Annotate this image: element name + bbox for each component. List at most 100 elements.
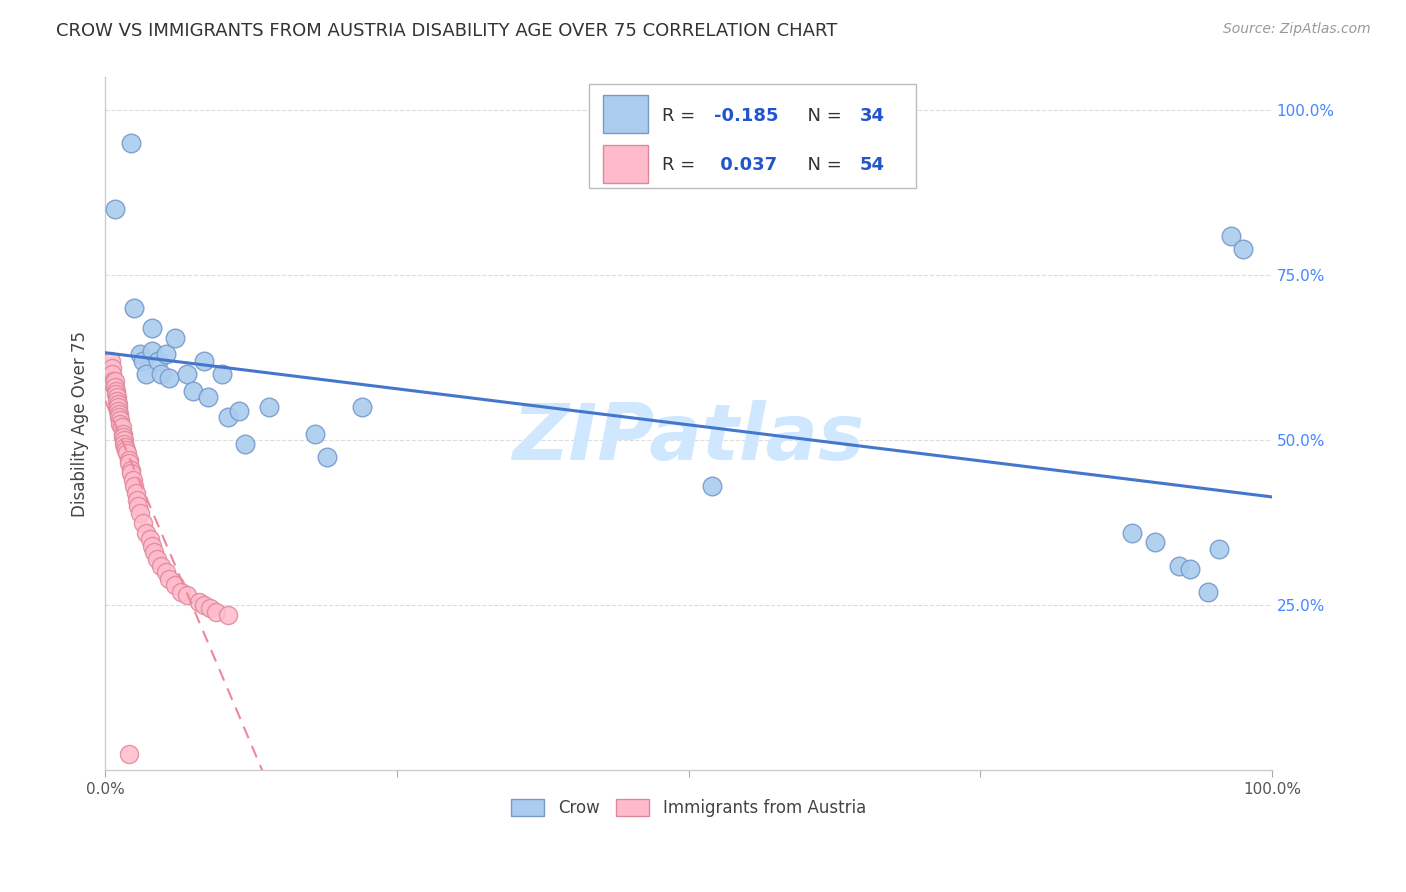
- Point: [1197, 585, 1219, 599]
- Point: [108, 410, 131, 425]
- Point: [217, 410, 239, 425]
- Point: [105, 390, 128, 404]
- Point: [257, 401, 280, 415]
- Point: [131, 354, 153, 368]
- Point: [135, 525, 157, 540]
- Point: [141, 539, 163, 553]
- Point: [110, 413, 132, 427]
- Text: ZIPatlas: ZIPatlas: [512, 400, 865, 475]
- Point: [129, 506, 152, 520]
- Point: [217, 607, 239, 622]
- Point: [165, 578, 187, 592]
- Point: [124, 486, 146, 500]
- Point: [157, 572, 180, 586]
- Point: [124, 301, 146, 316]
- Point: [1180, 562, 1202, 576]
- Point: [170, 585, 193, 599]
- Point: [127, 499, 149, 513]
- Point: [138, 532, 160, 546]
- Point: [101, 368, 124, 382]
- Point: [150, 368, 173, 382]
- Point: [1232, 242, 1254, 256]
- Point: [1220, 228, 1243, 243]
- Point: [304, 426, 326, 441]
- Point: [103, 377, 125, 392]
- Point: [120, 463, 142, 477]
- Text: -0.185: -0.185: [714, 106, 779, 125]
- Point: [700, 479, 723, 493]
- Point: [141, 321, 163, 335]
- Point: [110, 420, 132, 434]
- Point: [122, 473, 145, 487]
- FancyBboxPatch shape: [589, 85, 917, 188]
- Y-axis label: Disability Age Over 75: Disability Age Over 75: [72, 331, 89, 516]
- Bar: [603, 145, 648, 183]
- Point: [112, 436, 135, 450]
- Point: [110, 417, 132, 431]
- Point: [117, 446, 139, 460]
- Legend: Crow, Immigrants from Austria: Crow, Immigrants from Austria: [505, 792, 873, 824]
- Point: [197, 390, 219, 404]
- Point: [103, 374, 125, 388]
- Point: [193, 598, 215, 612]
- Text: 34: 34: [860, 106, 884, 125]
- Point: [103, 202, 125, 217]
- Point: [350, 401, 373, 415]
- Point: [117, 747, 139, 761]
- Point: [315, 450, 337, 464]
- Point: [1121, 525, 1143, 540]
- Point: [105, 393, 128, 408]
- Text: N =: N =: [796, 106, 848, 125]
- Point: [211, 368, 233, 382]
- Point: [120, 136, 142, 151]
- Point: [176, 588, 198, 602]
- Point: [108, 407, 131, 421]
- Point: [111, 430, 134, 444]
- Point: [131, 516, 153, 530]
- Text: Source: ZipAtlas.com: Source: ZipAtlas.com: [1223, 22, 1371, 37]
- Point: [124, 479, 146, 493]
- Point: [100, 354, 122, 368]
- Point: [120, 466, 142, 480]
- Point: [103, 374, 125, 388]
- Point: [129, 347, 152, 361]
- Point: [1144, 535, 1167, 549]
- Point: [150, 558, 173, 573]
- Point: [193, 354, 215, 368]
- Text: R =: R =: [662, 106, 700, 125]
- Text: R =: R =: [662, 156, 700, 175]
- Text: CROW VS IMMIGRANTS FROM AUSTRIA DISABILITY AGE OVER 75 CORRELATION CHART: CROW VS IMMIGRANTS FROM AUSTRIA DISABILI…: [56, 22, 838, 40]
- Point: [143, 545, 166, 559]
- Point: [117, 456, 139, 470]
- Bar: [603, 95, 648, 133]
- Point: [107, 397, 129, 411]
- Point: [205, 605, 228, 619]
- Point: [155, 565, 177, 579]
- Point: [1167, 558, 1189, 573]
- Point: [165, 331, 187, 345]
- Point: [112, 434, 135, 448]
- Point: [155, 347, 177, 361]
- Point: [115, 443, 138, 458]
- Point: [181, 384, 204, 398]
- Point: [104, 384, 127, 398]
- Point: [200, 601, 222, 615]
- Point: [157, 370, 180, 384]
- Text: 0.037: 0.037: [714, 156, 778, 175]
- Point: [146, 354, 169, 368]
- Point: [111, 426, 134, 441]
- Point: [104, 387, 127, 401]
- Point: [187, 595, 209, 609]
- Text: N =: N =: [796, 156, 848, 175]
- Point: [135, 368, 157, 382]
- Point: [228, 403, 250, 417]
- Point: [233, 436, 256, 450]
- Point: [107, 403, 129, 417]
- Point: [114, 440, 136, 454]
- Point: [107, 401, 129, 415]
- Text: 54: 54: [860, 156, 884, 175]
- Point: [145, 552, 167, 566]
- Point: [176, 368, 198, 382]
- Point: [141, 344, 163, 359]
- Point: [103, 380, 125, 394]
